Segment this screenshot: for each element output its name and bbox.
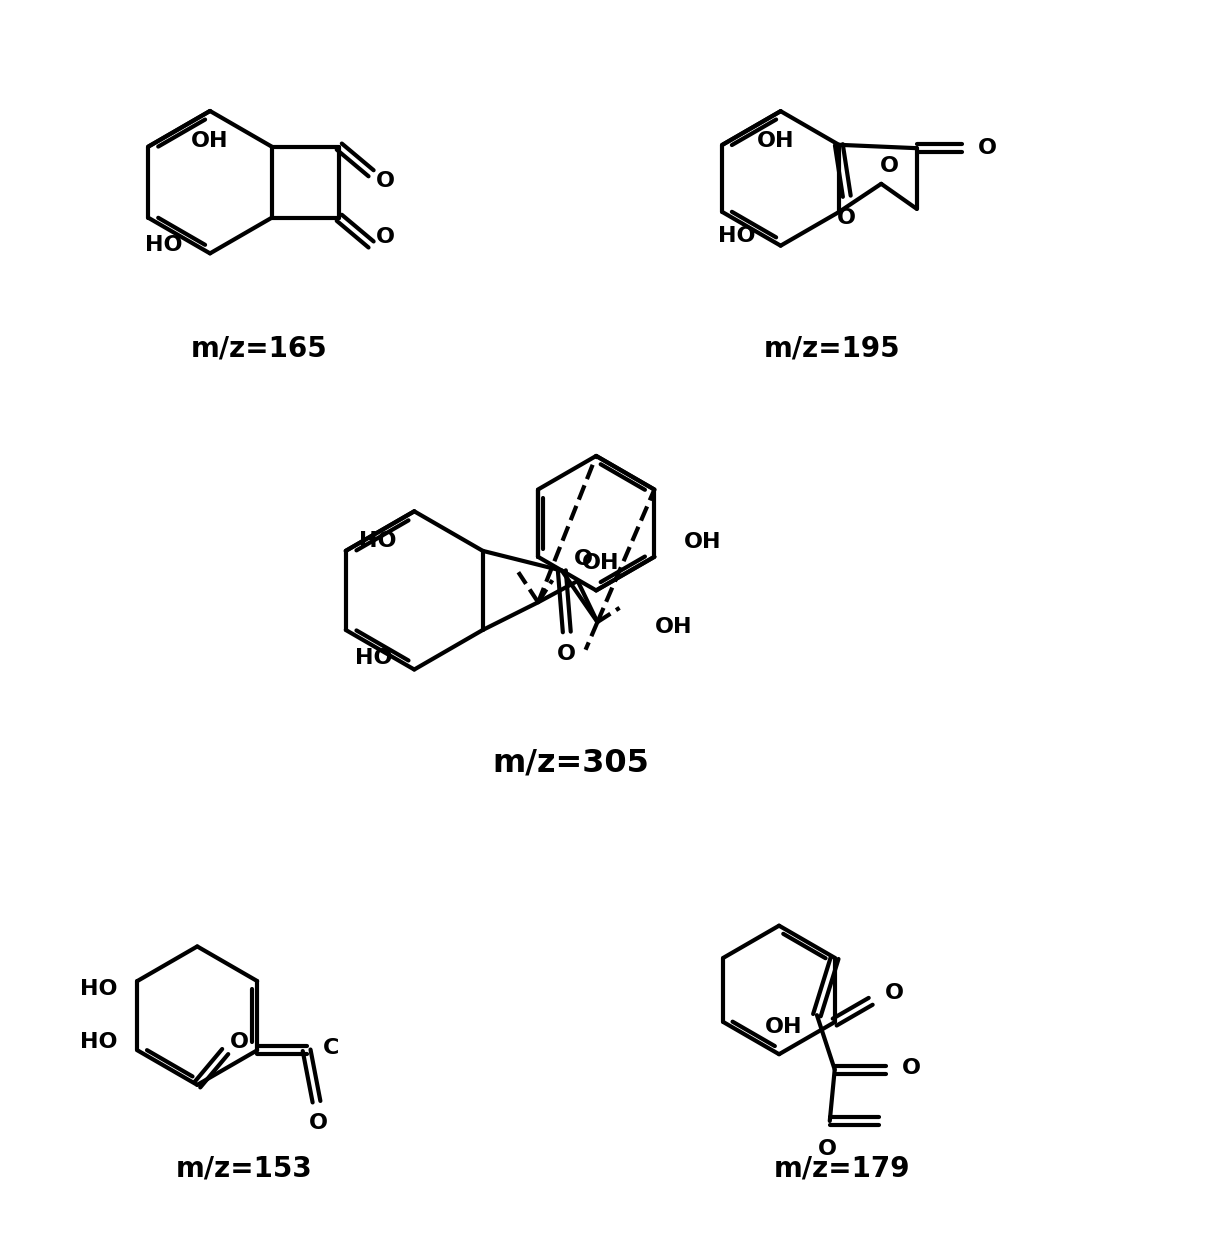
Text: O: O (902, 1058, 921, 1078)
Text: O: O (574, 550, 593, 570)
Text: m/z=305: m/z=305 (492, 748, 648, 779)
Text: O: O (230, 1032, 249, 1052)
Text: OH: OH (192, 131, 228, 151)
Text: OH: OH (582, 552, 620, 572)
Text: C: C (322, 1038, 338, 1058)
Text: HO: HO (718, 226, 756, 246)
Text: O: O (818, 1138, 838, 1158)
Text: m/z=165: m/z=165 (190, 334, 327, 363)
Text: HO: HO (355, 648, 392, 668)
Text: OH: OH (766, 1017, 802, 1037)
Text: OH: OH (757, 131, 795, 151)
Text: O: O (309, 1113, 328, 1133)
Text: OH: OH (684, 532, 722, 552)
Text: O: O (838, 208, 856, 228)
Text: O: O (375, 227, 394, 246)
Text: O: O (879, 156, 899, 176)
Text: HO: HO (81, 979, 117, 999)
Text: HO: HO (81, 1033, 117, 1053)
Text: O: O (884, 984, 904, 1004)
Text: OH: OH (654, 617, 692, 638)
Text: O: O (375, 171, 394, 191)
Text: O: O (557, 644, 576, 664)
Text: m/z=195: m/z=195 (764, 334, 901, 363)
Text: m/z=179: m/z=179 (774, 1155, 911, 1183)
Text: m/z=153: m/z=153 (176, 1155, 313, 1183)
Text: O: O (978, 138, 996, 158)
Text: HO: HO (145, 236, 182, 256)
Text: HO: HO (359, 531, 397, 551)
